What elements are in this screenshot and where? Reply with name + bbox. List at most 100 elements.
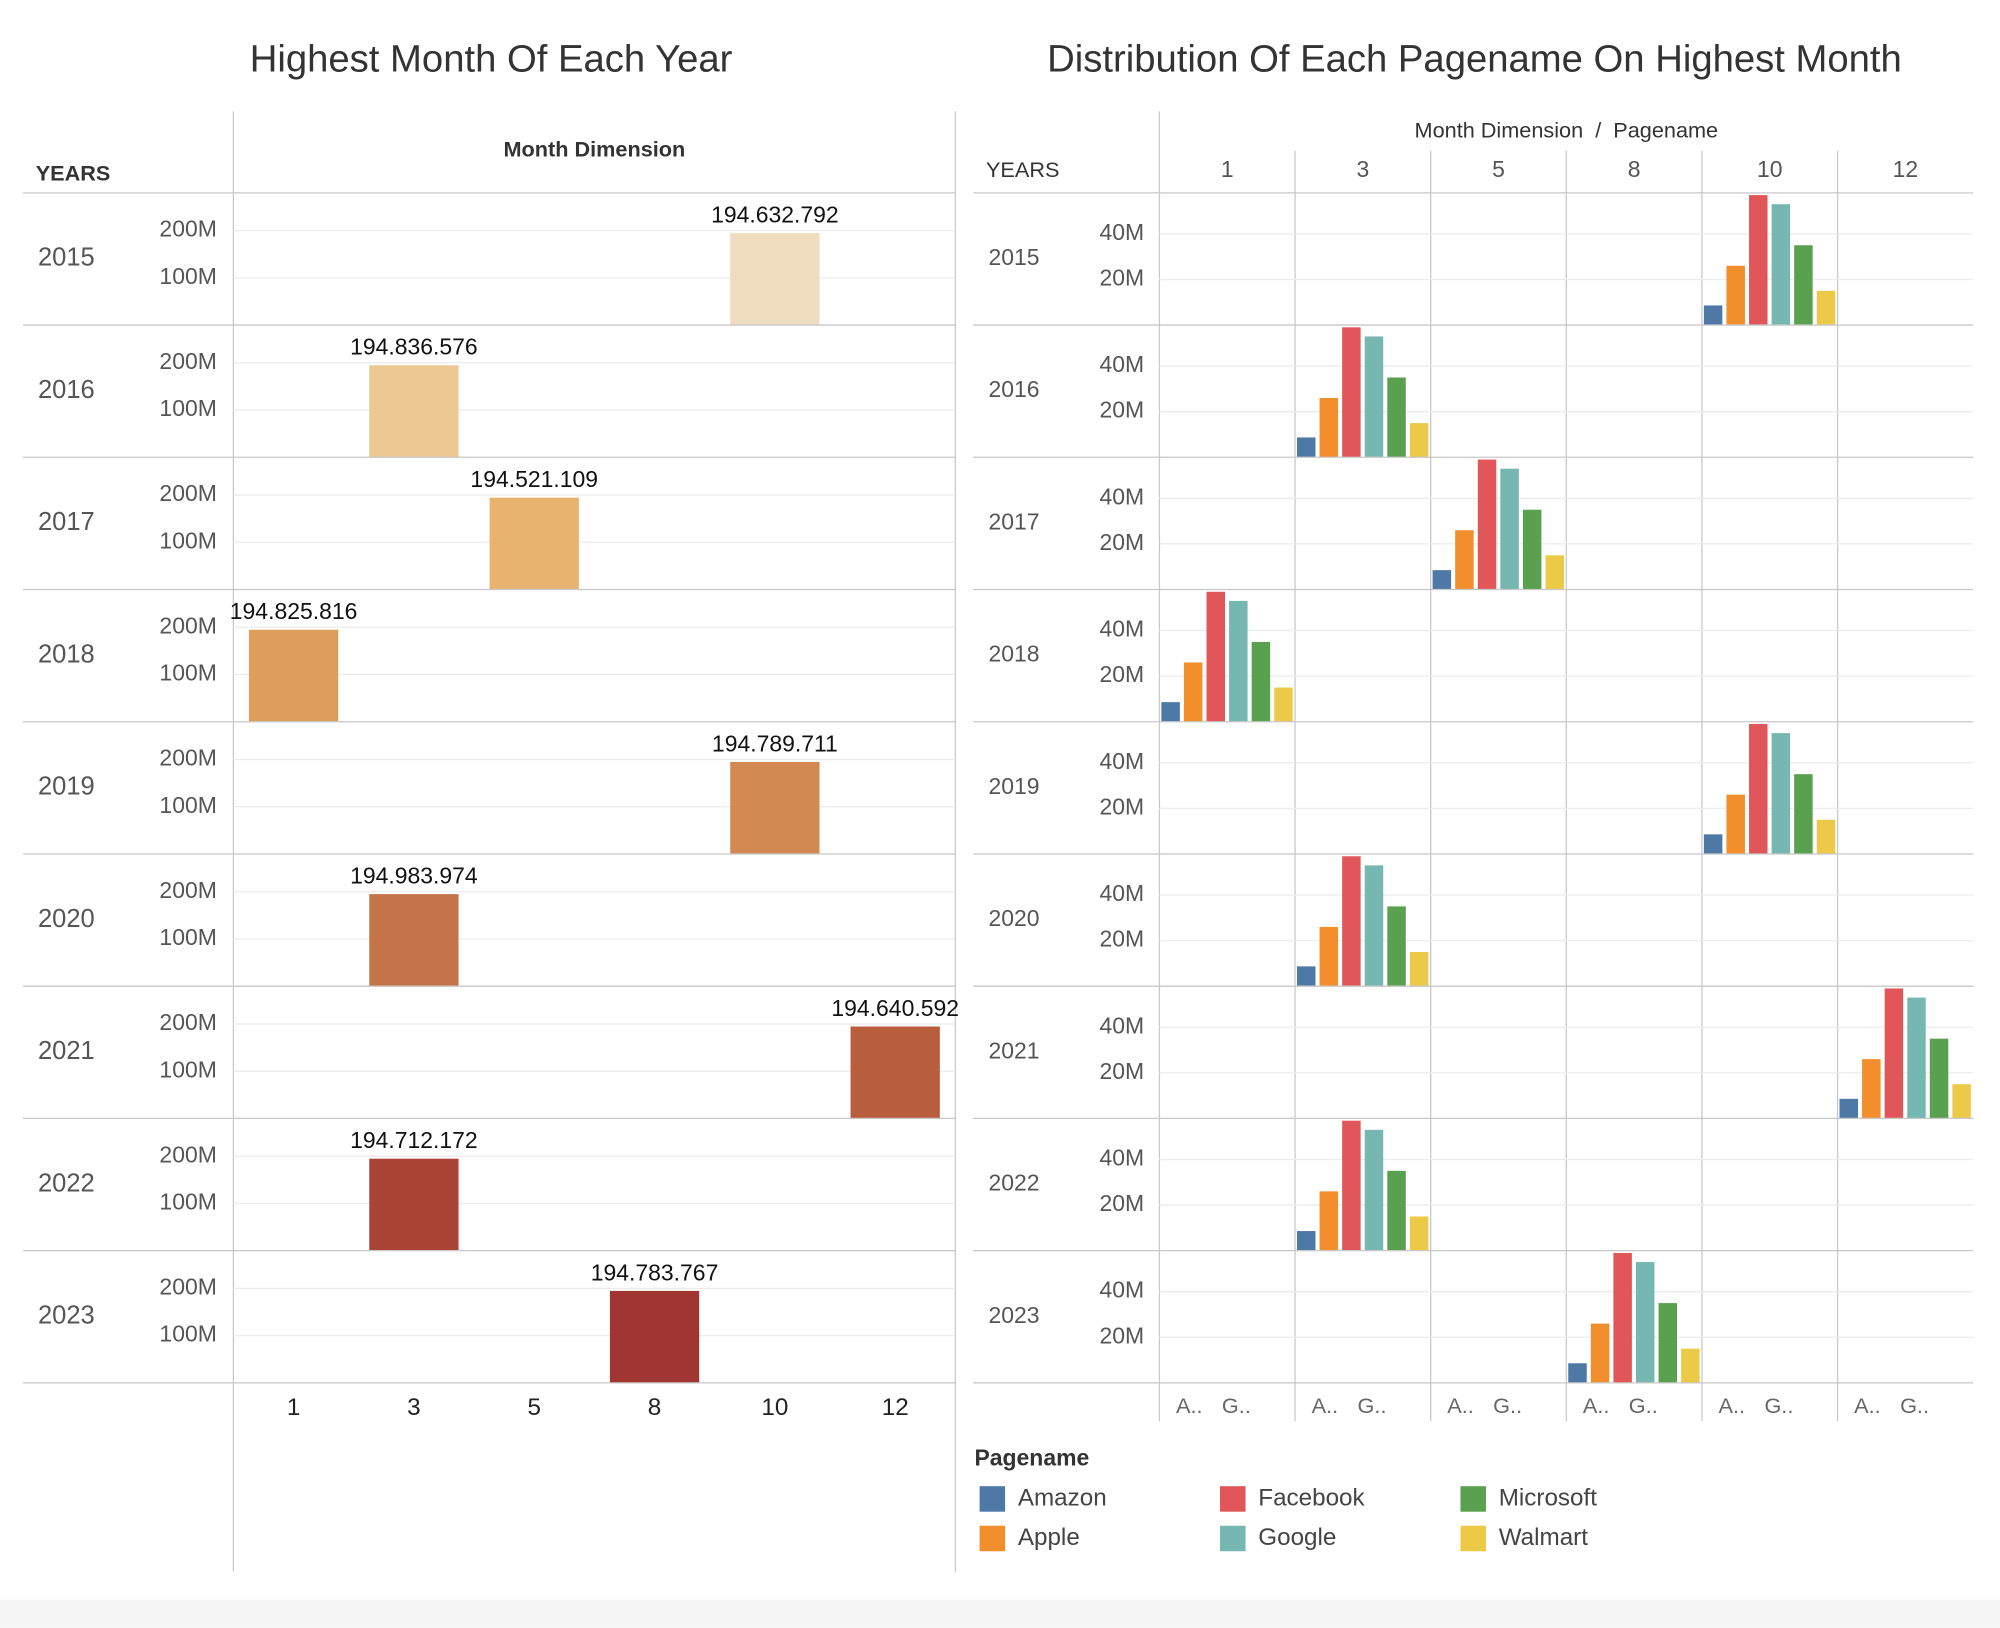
legend-label: Facebook <box>1258 1484 1365 1511</box>
bar <box>1229 600 1248 722</box>
value-label: 194.825.816 <box>230 598 358 624</box>
bar <box>369 894 459 987</box>
value-label: 194.521.109 <box>470 466 598 492</box>
value-label: 194.836.576 <box>350 334 478 360</box>
year-label: 2021 <box>989 1037 1040 1063</box>
bar <box>1319 926 1339 987</box>
bar <box>1794 245 1813 326</box>
bar <box>1771 733 1791 854</box>
y-tick-label: 100M <box>159 924 216 950</box>
bar <box>1342 1120 1361 1251</box>
bar <box>1206 591 1225 722</box>
x-tick-label: A.. <box>1583 1393 1610 1418</box>
year-label: 2016 <box>38 376 95 404</box>
bar <box>1907 997 1926 1119</box>
legend-label: Amazon <box>1018 1484 1107 1511</box>
y-tick-label: 20M <box>1100 1190 1145 1216</box>
bar <box>1703 834 1723 854</box>
bar <box>1409 423 1429 458</box>
year-label: 2022 <box>38 1169 95 1197</box>
bar <box>1635 1262 1655 1383</box>
bar <box>1771 204 1791 326</box>
bar <box>1364 1129 1384 1251</box>
bar <box>730 761 820 854</box>
year-label: 2021 <box>38 1037 95 1065</box>
bar <box>1387 906 1406 987</box>
bar <box>1590 1323 1610 1383</box>
y-tick-label: 100M <box>159 1056 216 1082</box>
y-tick-label: 40M <box>1100 616 1145 642</box>
bar <box>1839 1098 1858 1119</box>
bar <box>1432 570 1452 590</box>
value-label: 194.789.711 <box>712 730 838 756</box>
bar <box>1477 459 1497 590</box>
bar <box>1749 195 1768 326</box>
bar <box>1342 327 1361 458</box>
bar <box>1387 377 1406 458</box>
legend-label: Walmart <box>1499 1524 1589 1551</box>
value-label: 194.632.792 <box>711 202 839 228</box>
x-tick-label: A.. <box>1312 1393 1339 1418</box>
y-tick-label: 20M <box>1100 926 1145 952</box>
bar <box>850 1026 940 1119</box>
y-tick-label: 200M <box>159 348 216 374</box>
legend-swatch <box>1460 1525 1486 1552</box>
year-label: 2015 <box>989 244 1040 270</box>
year-label: 2018 <box>38 640 95 668</box>
year-label: 2015 <box>38 244 95 272</box>
x-tick-label: G.. <box>1629 1393 1658 1418</box>
y-tick-label: 20M <box>1100 397 1145 423</box>
bar <box>248 629 339 722</box>
column-label: 10 <box>1757 156 1783 182</box>
y-tick-label: 20M <box>1100 1058 1145 1084</box>
legend-label: Apple <box>1018 1524 1080 1551</box>
bar <box>1319 1191 1339 1251</box>
bar <box>730 233 820 326</box>
bar <box>1296 1231 1316 1251</box>
legend-label: Google <box>1258 1524 1336 1551</box>
value-label: 194.783.767 <box>591 1259 719 1285</box>
bar <box>1455 530 1474 590</box>
value-label: 194.712.172 <box>350 1127 478 1153</box>
year-label: 2020 <box>38 905 95 933</box>
x-tick-label: 5 <box>527 1394 540 1421</box>
year-label: 2019 <box>989 773 1040 799</box>
y-tick-label: 20M <box>1100 793 1145 819</box>
bar <box>1161 702 1180 722</box>
y-tick-label: 40M <box>1100 1277 1145 1303</box>
bar <box>1726 265 1745 326</box>
year-label: 2018 <box>989 641 1040 667</box>
chart-title: Distribution Of Each Pagename On Highest… <box>1047 38 1902 81</box>
bar <box>1274 687 1293 722</box>
bar <box>1749 724 1768 854</box>
y-tick-label: 100M <box>159 1188 216 1214</box>
bar <box>1681 1348 1700 1383</box>
y-tick-label: 100M <box>159 792 216 818</box>
row-header: YEARS <box>36 161 111 186</box>
x-tick-label: A.. <box>1447 1393 1474 1418</box>
x-tick-label: 1 <box>287 1394 300 1421</box>
year-label: 2017 <box>989 508 1040 534</box>
bar <box>1952 1084 1971 1119</box>
bar <box>1296 437 1316 458</box>
year-label: 2016 <box>989 376 1040 402</box>
legend-label: Microsoft <box>1499 1484 1598 1511</box>
column-header: Month Dimension / Pagename <box>1415 117 1719 142</box>
bar <box>1319 398 1339 458</box>
bar <box>1613 1252 1632 1383</box>
y-tick-label: 200M <box>159 612 216 638</box>
legend-swatch <box>979 1525 1006 1552</box>
x-tick-label: G.. <box>1493 1393 1522 1418</box>
bar <box>1862 1059 1881 1119</box>
y-tick-label: 200M <box>159 745 216 771</box>
bar <box>369 365 459 458</box>
y-tick-label: 200M <box>159 480 216 506</box>
bar <box>1183 662 1203 722</box>
year-label: 2022 <box>989 1170 1040 1196</box>
bar <box>1726 794 1745 854</box>
bar <box>1794 774 1813 854</box>
x-tick-label: 3 <box>407 1394 420 1421</box>
y-tick-label: 100M <box>159 395 216 421</box>
bar <box>369 1158 459 1251</box>
y-tick-label: 40M <box>1100 1145 1145 1171</box>
